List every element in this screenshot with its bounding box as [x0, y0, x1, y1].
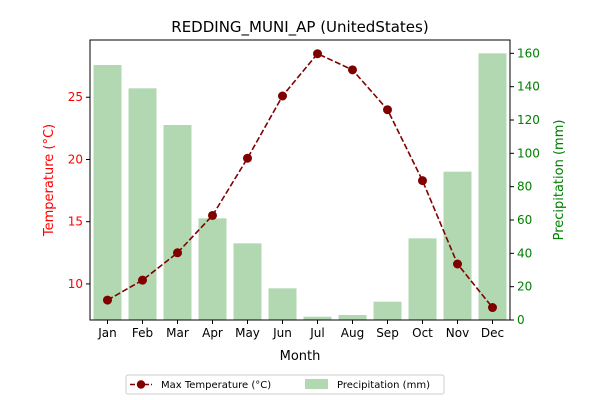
- precip-bar-apr: [198, 218, 227, 320]
- precip-bar-dec: [478, 53, 507, 320]
- chart-title: REDDING_MUNI_AP (UnitedStates): [171, 18, 428, 37]
- y-left-tick-label: 10: [68, 277, 83, 291]
- y-right-tick-label: 60: [517, 213, 532, 227]
- x-tick-label: Jun: [272, 326, 292, 340]
- temp-point-sep: [383, 105, 392, 115]
- x-tick-label: Jul: [309, 326, 324, 340]
- legend: Max Temperature (°C) Precipitation (mm): [125, 374, 445, 395]
- y-right-tick-label: 40: [517, 246, 532, 260]
- temp-point-oct: [418, 176, 427, 186]
- precip-bar-nov: [443, 171, 472, 320]
- temperature-line-layer: [103, 49, 497, 313]
- temp-point-may: [243, 153, 252, 163]
- temperature-line: [107, 52, 494, 309]
- temp-point-jul: [313, 49, 322, 59]
- y-right-tick-label: 120: [517, 113, 540, 127]
- x-tick-label: Nov: [446, 326, 469, 340]
- y-right-tick-label: 100: [517, 146, 540, 160]
- precip-bar-oct: [408, 238, 437, 320]
- x-tick-label: Feb: [132, 326, 153, 340]
- legend-temperature-label: Max Temperature (°C): [161, 380, 271, 391]
- x-tick-label: Dec: [481, 326, 504, 340]
- y-right-axis-label: Precipitation (mm): [552, 120, 567, 241]
- x-tick-label: Oct: [412, 326, 433, 340]
- y-right-tick-label: 20: [517, 280, 532, 294]
- x-tick-label: Apr: [202, 326, 223, 340]
- precip-bar-aug: [338, 315, 367, 320]
- temp-point-jun: [278, 91, 287, 101]
- legend-precipitation-label: Precipitation (mm): [337, 380, 430, 391]
- y-left-axis-label: Temperature (°C): [42, 124, 57, 237]
- plot-frame: [89, 39, 511, 321]
- temp-point-mar: [173, 248, 182, 258]
- legend-line-marker: [136, 380, 146, 389]
- y-left-tick-label: 25: [68, 90, 83, 104]
- temp-point-nov: [453, 259, 462, 269]
- temp-point-dec: [488, 303, 497, 313]
- x-axis: Jan Feb Mar Apr May Jun Jul Aug Sep Oct Nov Dec: [97, 320, 504, 340]
- y-right-tick-label: 160: [517, 46, 540, 60]
- precip-bar-sep: [373, 301, 402, 320]
- precip-bar-jun: [268, 288, 297, 320]
- precipitation-bars: [93, 53, 507, 320]
- temp-point-jan: [103, 295, 112, 305]
- precip-bar-jan: [93, 65, 122, 320]
- precip-bar-jul: [303, 316, 332, 320]
- y-right-axis: 0 20 40 60 80 100 120 140 160: [510, 46, 540, 327]
- x-axis-label: Month: [280, 349, 321, 364]
- y-left-axis: 10 15 20 25: [68, 90, 90, 291]
- y-left-tick-label: 20: [68, 152, 83, 166]
- legend-bar-swatch: [305, 379, 328, 389]
- temp-point-apr: [208, 210, 217, 220]
- temp-point-aug: [348, 65, 357, 75]
- x-tick-label: Mar: [166, 326, 189, 340]
- y-right-tick-label: 0: [517, 313, 525, 327]
- x-tick-label: May: [235, 326, 260, 340]
- precip-bar-may: [233, 243, 262, 320]
- x-tick-label: Aug: [341, 326, 364, 340]
- y-right-tick-label: 140: [517, 80, 540, 94]
- x-tick-label: Jan: [97, 326, 117, 340]
- precip-bar-mar: [163, 125, 192, 320]
- x-tick-label: Sep: [376, 326, 399, 340]
- y-left-tick-label: 15: [68, 215, 83, 229]
- legend-frame: [125, 374, 445, 395]
- temp-point-feb: [138, 275, 147, 285]
- y-right-tick-label: 80: [517, 180, 532, 194]
